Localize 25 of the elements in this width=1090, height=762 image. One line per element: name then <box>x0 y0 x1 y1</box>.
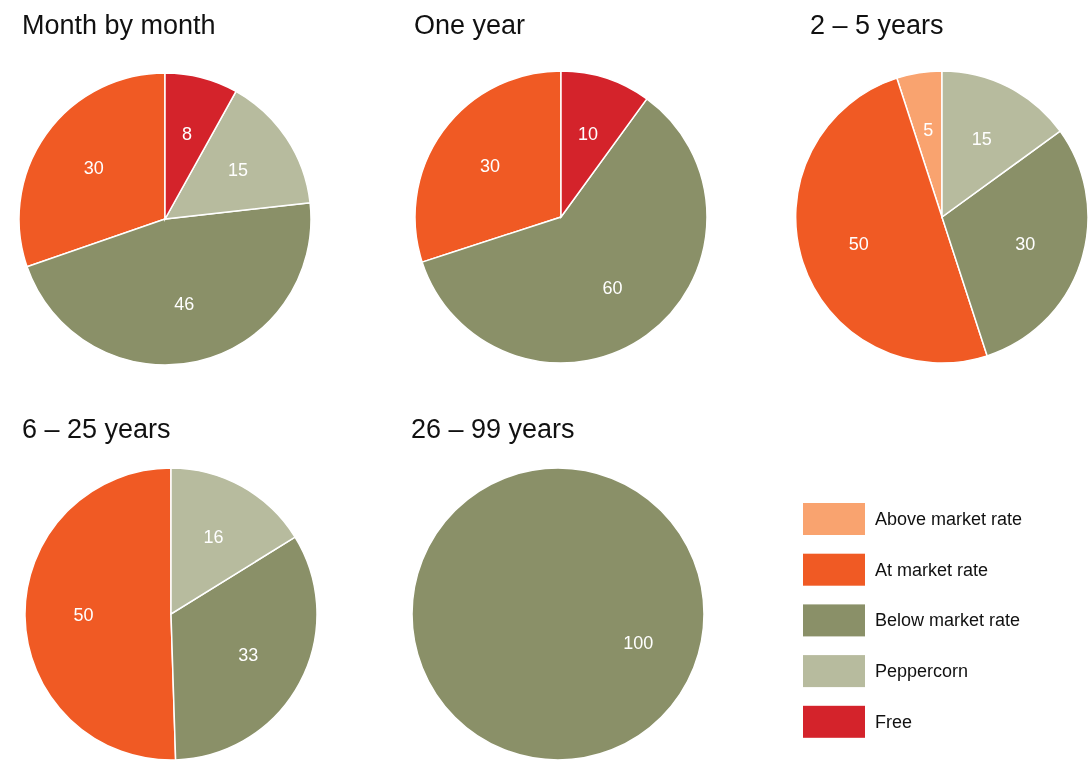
legend-label: At market rate <box>875 559 989 580</box>
chart-title: 26 – 99 years <box>411 414 575 444</box>
data-label: 15 <box>971 128 992 149</box>
legend-label: Below market rate <box>875 610 1021 631</box>
data-label: 30 <box>480 155 501 176</box>
chart-title: 2 – 5 years <box>810 10 944 40</box>
chart-title: One year <box>414 10 526 40</box>
data-label: 10 <box>578 123 599 144</box>
data-label: 16 <box>203 527 224 548</box>
chart-title: 6 – 25 years <box>22 414 171 444</box>
data-label: 50 <box>848 234 869 255</box>
data-label: 46 <box>174 294 195 315</box>
chart-title: Month by month <box>22 10 216 40</box>
data-label: 8 <box>181 124 193 145</box>
data-label: 15 <box>227 160 248 181</box>
data-label: 33 <box>238 645 259 666</box>
legend-label: Free <box>875 711 913 732</box>
data-label: 5 <box>923 120 934 141</box>
data-label: 100 <box>623 633 654 654</box>
data-label: 30 <box>1015 234 1036 255</box>
legend-label: Above market rate <box>875 509 1023 529</box>
data-label: 60 <box>602 277 623 298</box>
data-label: 50 <box>73 605 94 626</box>
legend-label: Peppercorn <box>875 661 969 682</box>
data-label: 30 <box>83 158 104 179</box>
